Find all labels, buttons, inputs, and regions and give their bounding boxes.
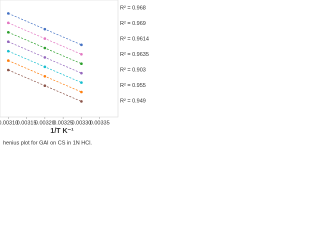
data-point	[43, 74, 47, 78]
r-squared-label: R² = 0.9614	[120, 36, 149, 42]
x-tick-label: 0.00335	[90, 120, 110, 126]
data-point	[80, 71, 83, 75]
data-point	[6, 21, 10, 25]
data-point	[6, 59, 10, 62]
data-point	[80, 81, 83, 84]
x-tick-label: 0.00320	[35, 120, 55, 126]
data-point	[6, 49, 10, 53]
data-point	[80, 100, 83, 103]
data-point	[80, 43, 83, 47]
data-point	[43, 56, 47, 59]
caption: henius plot for GAI on CS in 1N HCl.	[3, 140, 92, 146]
data-point	[80, 52, 83, 56]
data-point	[6, 30, 10, 34]
x-axis-label: 1/T K⁻¹	[50, 128, 74, 135]
r-squared-label: R² = 0.9635	[120, 52, 149, 58]
data-point	[43, 65, 47, 69]
data-point	[80, 62, 83, 66]
data-point	[43, 46, 47, 50]
r-squared-label: R² = 0.949	[120, 98, 146, 104]
data-point	[80, 90, 83, 94]
r-squared-label: R² = 0.955	[120, 83, 146, 89]
x-tick-label: 0.00315	[17, 120, 37, 126]
background	[0, 0, 150, 150]
data-point	[43, 84, 47, 88]
data-point	[6, 68, 10, 72]
data-point	[43, 27, 47, 31]
plot-frame	[0, 0, 119, 118]
data-point	[43, 37, 47, 40]
data-point	[6, 12, 10, 15]
data-point	[6, 40, 10, 44]
x-tick-label: 0.00330	[71, 120, 91, 126]
chart: 1/T K⁻¹ henius plot for GAI on CS in 1N …	[0, 0, 150, 150]
x-tick-label: 0.00325	[53, 120, 73, 126]
r-squared-label: R² = 0.969	[120, 21, 146, 27]
r-squared-label: R² = 0.903	[120, 67, 146, 73]
r-squared-label: R² = 0.968	[120, 5, 146, 11]
x-tick-label: 0.00310	[0, 120, 18, 126]
